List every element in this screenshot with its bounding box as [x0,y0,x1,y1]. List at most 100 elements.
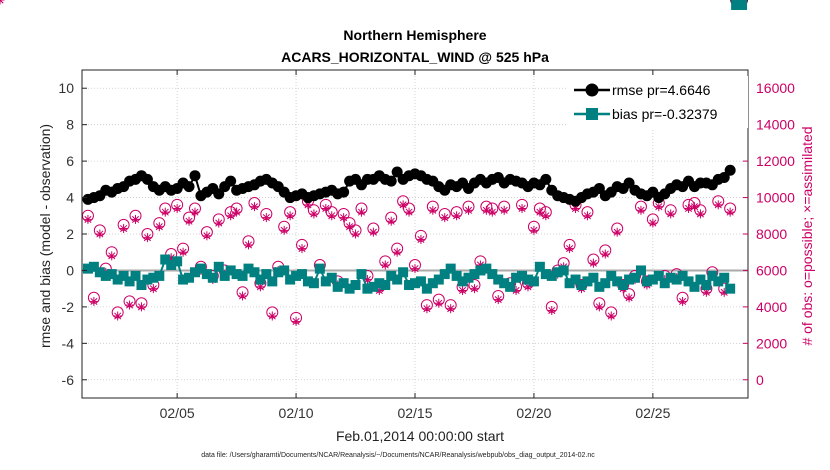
obs-assimilated-point [119,224,129,234]
asterisk-stroke [381,261,389,269]
bias-point [386,270,397,281]
y-tick-label-left: 2 [66,226,74,242]
asterisk-stroke [583,212,591,220]
bias-point [255,274,266,285]
obs-assimilated-point [487,207,497,217]
bias-point [106,269,117,280]
asterisk-stroke [441,214,449,222]
obs-assimilated-point [184,216,194,226]
legend-rmse-marker [585,83,599,97]
y-tick-label-left: -2 [62,299,75,315]
asterisk-stroke [625,294,633,302]
obs-assimilated-point [339,213,349,223]
chart-title: Northern Hemisphere [343,27,486,43]
obs-assimilated-point [701,287,711,297]
obs-assimilated-point [398,200,408,210]
asterisk-stroke [702,288,710,296]
bias-point [249,267,260,278]
bias-point [731,0,742,10]
y-tick-label-right: 6000 [756,262,787,278]
obs-assimilated-point [404,207,414,217]
x-tick-label: 02/15 [397,405,432,421]
asterisk-stroke [607,312,615,320]
bias-point [112,274,123,285]
asterisk-stroke [488,208,496,216]
asterisk-stroke [155,223,163,231]
obs-assimilated-point [493,295,503,305]
obs-assimilated-point [291,316,301,326]
obs-assimilated-point [136,302,146,312]
bias-point [243,263,254,274]
bias-point [469,269,480,280]
asterisk-stroke [126,301,134,309]
bias-point [564,278,575,289]
rmse-point [724,164,736,176]
asterisk-stroke [191,208,199,216]
obs-assimilated-point [386,216,396,226]
bias-point [647,274,658,285]
asterisk-stroke [542,212,550,220]
bias-point [326,272,337,283]
bias-point [570,274,581,285]
bias-point [213,261,224,272]
axes: 02/05 02/10 02/15 02/20 02/25 -6 -4 -2 0 2 4 6 8 10 0 2… [58,70,795,421]
asterisk-stroke [714,201,722,209]
x-axis-label: Feb.01,2014 00:00:00 start [336,428,504,444]
bias-point [320,276,331,287]
asterisk-stroke [351,230,360,238]
asterisk-stroke [250,203,258,211]
bias-point [606,270,617,281]
rmse-point [540,173,552,185]
bias-point [588,272,599,283]
asterisk-stroke [161,208,169,216]
x-tick-label: 02/10 [279,405,314,421]
bias-point [707,270,718,281]
asterisk-stroke [512,286,520,295]
bias-point [499,278,510,289]
bias-point [653,270,664,281]
bias-point [624,274,635,285]
bias-point [392,274,403,285]
rmse-point [338,186,350,198]
obs-assimilated-point [142,233,152,243]
legend-rmse-label: rmse pr=4.6646 [612,82,711,98]
obs-assimilated-point [517,203,527,213]
asterisk-stroke [464,206,473,214]
asterisk-stroke [239,292,247,300]
bias-point [421,283,432,294]
asterisk-stroke [572,204,580,213]
obs-assimilated-point [612,227,622,237]
obs-assimilated-point [654,202,664,212]
asterisk-stroke [292,317,300,326]
legend-bias-marker [586,108,598,120]
asterisk-stroke [649,219,657,227]
obs-assimilated-point [565,244,575,254]
obs-assimilated-point [261,213,271,223]
obs-assimilated-point [464,205,474,215]
asterisk-stroke [494,296,502,304]
y-axis-label-left: rmse and bias (model - observation) [37,124,53,348]
bias-point [618,280,629,291]
asterisk-stroke [601,250,609,258]
obs-assimilated-point [172,203,182,213]
obs-assimilated-point [410,264,420,274]
obs-assimilated-point [648,218,658,228]
obs-assimilated-point [249,202,259,212]
asterisk-stroke [304,201,312,209]
obs-assimilated-point [267,311,277,321]
asterisk-stroke [470,285,479,293]
bias-point [713,276,724,287]
obs-assimilated-point [392,247,402,257]
asterisk-stroke [387,217,395,225]
asterisk-stroke [185,217,193,225]
bias-point [475,265,486,276]
bias-point [154,270,165,281]
obs-assimilated-point [297,244,307,254]
y-tick-label-right: 8000 [756,226,787,242]
asterisk-stroke [548,306,556,315]
obs-assimilated-point [83,214,93,224]
obs-assimilated-point [279,225,289,235]
asterisk-stroke [726,208,734,216]
x-tick-label: 02/05 [160,405,195,421]
